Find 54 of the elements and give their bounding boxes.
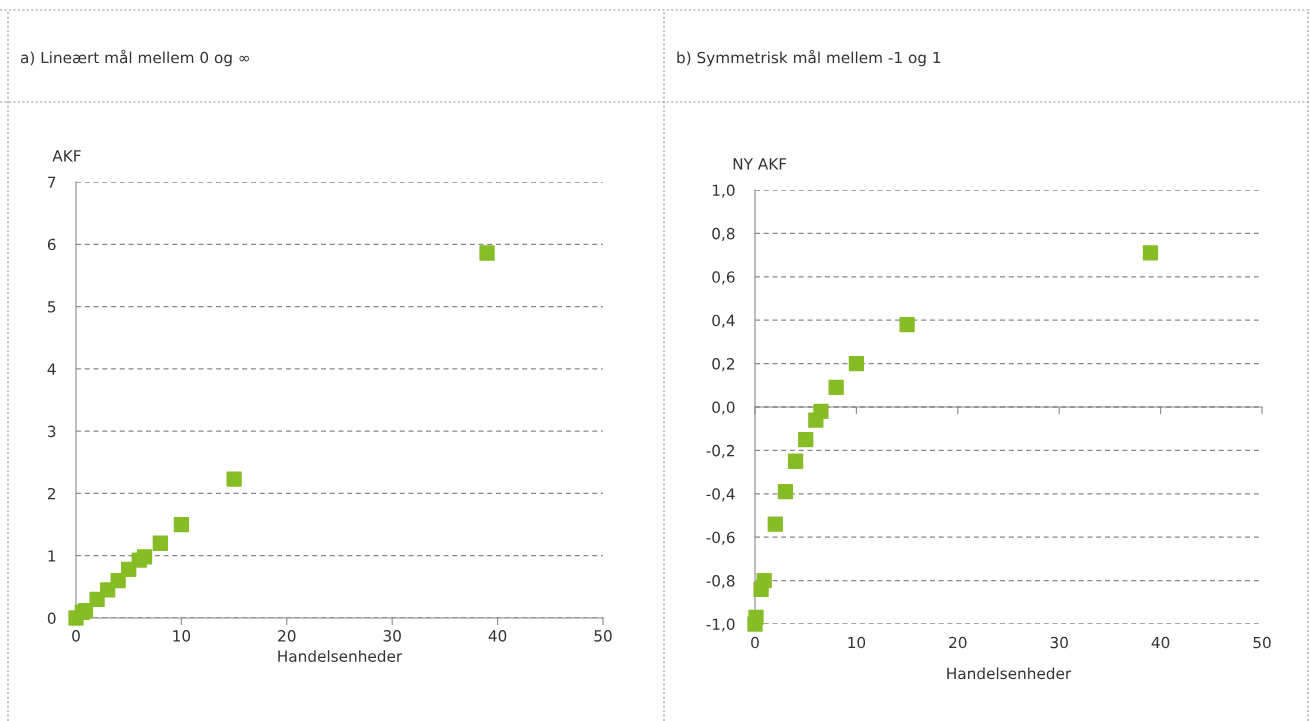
y-tick-label: 0,8 (712, 227, 735, 241)
x-tick-label: 0 (751, 636, 759, 649)
x-tick-label: 40 (1151, 636, 1170, 649)
y-tick-label: 7 (48, 176, 56, 188)
point (899, 316, 915, 333)
y-tick-label: 0,0 (712, 401, 735, 415)
x-tick-label: 10 (848, 636, 866, 649)
y-tick-label: 2 (47, 487, 56, 500)
y-tick-label: 5 (48, 301, 56, 313)
point (756, 572, 772, 589)
point (1142, 245, 1159, 261)
y-tick-label: -0,8 (706, 575, 735, 589)
y-axis-title: NY AKF (733, 158, 787, 170)
x-tick-label: 50 (594, 630, 612, 642)
x-tick-label: 10 (173, 630, 191, 642)
x-tick-label: 50 (1253, 636, 1271, 649)
y-axis-title: AKF (52, 150, 81, 162)
point (813, 403, 829, 419)
point (173, 516, 190, 533)
point (798, 431, 814, 448)
y-tick-label: 0,6 (712, 271, 735, 285)
y-tick-label: -0,2 (706, 444, 735, 458)
y-tick-label: 0 (47, 612, 56, 625)
point (777, 483, 794, 500)
point (136, 549, 153, 565)
y-tick-label: 6 (47, 238, 56, 251)
x-tick-label: 0 (72, 630, 80, 642)
point (77, 602, 94, 619)
x-tick-label: 20 (278, 630, 296, 642)
y-tick-label: -1,0 (706, 618, 735, 632)
point (848, 355, 865, 372)
point (787, 453, 804, 469)
y-tick-label: 0,2 (712, 358, 735, 372)
chart-title: b) Symmetrisk mål mellem -1 og 1 (677, 49, 941, 67)
y-tick-label: -0,6 (706, 531, 735, 545)
point (152, 535, 168, 551)
y-tick-label: 0,4 (712, 314, 735, 328)
chart-title: a) Lineært mål mellem 0 og ∞ (20, 49, 249, 67)
y-tick-label: -0,4 (706, 488, 735, 502)
point (748, 609, 764, 626)
y-tick-label: 3 (48, 425, 56, 438)
y-tick-label: 1,0 (712, 184, 735, 198)
x-tick-label: 30 (383, 630, 401, 642)
point (767, 516, 783, 532)
point (828, 379, 844, 396)
x-tick-label: 20 (949, 636, 967, 649)
x-axis-title: Handelsenheder (278, 650, 403, 662)
y-tick-label: 1 (48, 550, 56, 562)
y-tick-label: 4 (47, 363, 56, 375)
point (226, 471, 242, 487)
x-tick-label: 30 (1050, 636, 1068, 649)
x-tick-label: 40 (488, 630, 507, 642)
x-axis-title: Handelsenheder (947, 667, 1072, 680)
point (479, 245, 495, 261)
